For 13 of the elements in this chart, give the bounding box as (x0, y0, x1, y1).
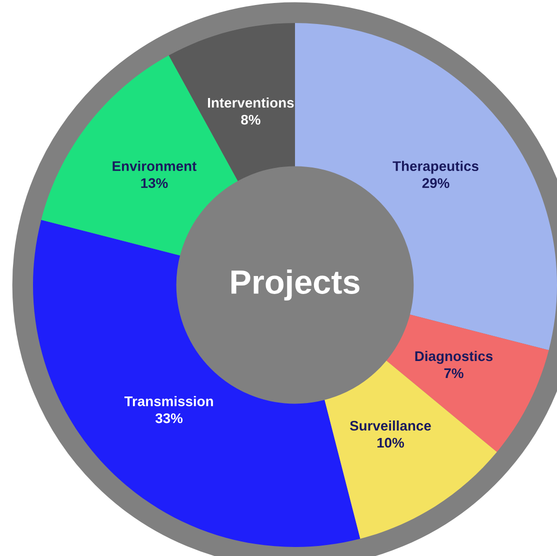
slice-label: Transmission (124, 396, 213, 406)
slice-label: Interventions (208, 97, 294, 108)
slice-label: Environment (112, 160, 196, 172)
text: Projects (231, 269, 360, 301)
data-label: 29% (422, 178, 450, 188)
slice-label: Diagnostics (415, 350, 493, 364)
slice-label: Surveillance (350, 420, 431, 431)
data-label: 10% (377, 438, 404, 448)
slice-label: Therapeutics (392, 160, 478, 174)
data-label: 8% (241, 114, 260, 125)
data-label: 7% (444, 368, 464, 378)
data-label: 33% (155, 413, 183, 424)
data-label: 13% (141, 178, 168, 188)
